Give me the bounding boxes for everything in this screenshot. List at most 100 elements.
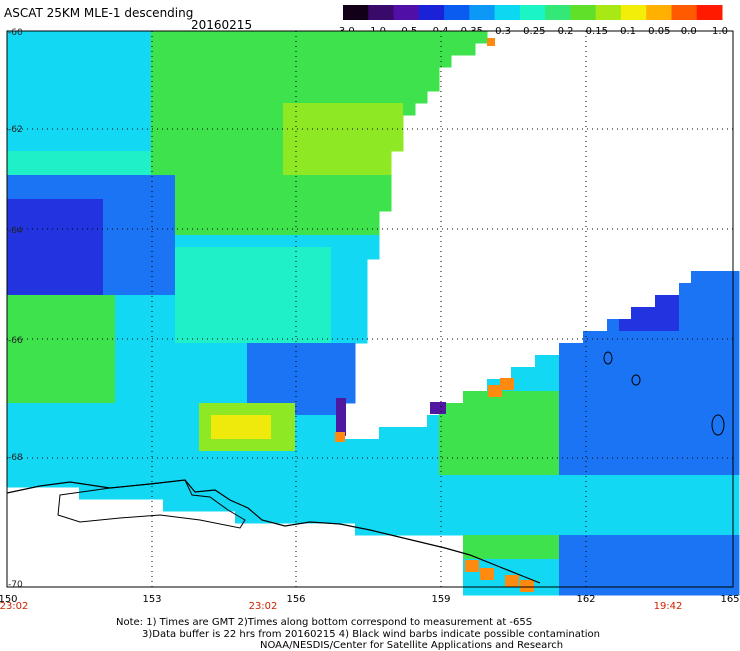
data-cell	[151, 163, 164, 176]
data-cell	[355, 319, 368, 332]
data-cell	[223, 103, 236, 116]
data-cell	[607, 403, 620, 416]
data-cell	[643, 583, 656, 596]
data-cell	[607, 523, 620, 536]
data-cell	[499, 499, 512, 512]
data-cell	[151, 295, 164, 308]
data-cell	[43, 247, 56, 260]
data-cell	[163, 139, 176, 152]
data-cell	[667, 511, 680, 524]
data-cell	[703, 283, 716, 296]
data-cell	[163, 247, 176, 260]
data-cell	[523, 403, 536, 416]
data-cell	[79, 103, 92, 116]
data-cell	[427, 67, 440, 80]
data-cell	[307, 415, 320, 428]
data-cell	[463, 487, 476, 500]
data-cell	[607, 379, 620, 392]
data-cell	[331, 187, 344, 200]
data-cell	[67, 175, 80, 188]
data-cell	[31, 235, 44, 248]
data-cell	[283, 343, 296, 356]
data-cell	[343, 391, 356, 404]
data-cell	[115, 295, 128, 308]
data-cell	[43, 115, 56, 128]
data-cell	[355, 103, 368, 116]
data-cell	[271, 331, 284, 344]
data-cell	[43, 463, 56, 476]
data-cell	[55, 163, 68, 176]
data-cell	[187, 223, 200, 236]
data-cell	[307, 139, 320, 152]
data-cell	[151, 67, 164, 80]
data-cell	[7, 355, 20, 368]
data-cell	[55, 319, 68, 332]
data-cell	[235, 79, 248, 92]
data-cell	[67, 343, 80, 356]
data-cell	[151, 415, 164, 428]
data-cell	[91, 331, 104, 344]
data-cell	[163, 367, 176, 380]
data-cell	[55, 55, 68, 68]
data-cell	[19, 355, 32, 368]
data-cell	[379, 475, 392, 488]
data-cell	[343, 379, 356, 392]
data-cell	[343, 331, 356, 344]
data-cell	[163, 127, 176, 140]
data-cell	[331, 139, 344, 152]
data-cell	[139, 271, 152, 284]
data-cell	[163, 463, 176, 476]
data-cell	[211, 307, 224, 320]
data-cell	[223, 259, 236, 272]
data-cell	[283, 127, 296, 140]
data-cell	[643, 439, 656, 452]
data-cell	[247, 223, 260, 236]
data-cell	[79, 463, 92, 476]
data-cell	[19, 175, 32, 188]
data-cell	[247, 427, 260, 440]
data-cell	[283, 415, 296, 428]
data-cell	[319, 307, 332, 320]
data-cell	[487, 547, 500, 560]
data-cell	[151, 211, 164, 224]
data-cell	[379, 199, 392, 212]
data-cell	[343, 475, 356, 488]
data-cell	[331, 487, 344, 500]
data-cell	[79, 235, 92, 248]
data-cell	[127, 475, 140, 488]
data-cell	[307, 439, 320, 452]
data-cell	[79, 415, 92, 428]
data-cell	[103, 487, 116, 500]
data-cell	[679, 295, 692, 308]
data-cell	[583, 391, 596, 404]
data-cell	[223, 271, 236, 284]
data-cell	[151, 79, 164, 92]
data-cell	[175, 67, 188, 80]
data-cell	[211, 391, 224, 404]
data-cell	[115, 439, 128, 452]
data-cell	[475, 427, 488, 440]
data-cell	[655, 379, 668, 392]
data-cell	[655, 319, 668, 332]
data-cell	[367, 79, 380, 92]
data-cell	[103, 307, 116, 320]
data-cell	[295, 79, 308, 92]
data-cell	[115, 283, 128, 296]
data-cell	[391, 55, 404, 68]
data-cell	[175, 43, 188, 56]
data-cell	[451, 511, 464, 524]
data-cell	[295, 499, 308, 512]
data-cell	[319, 163, 332, 176]
data-cell	[19, 379, 32, 392]
data-cell	[715, 307, 728, 320]
data-cell	[559, 343, 572, 356]
data-cell	[331, 295, 344, 308]
data-cell	[259, 31, 272, 44]
data-cell	[79, 43, 92, 56]
data-cell	[151, 43, 164, 56]
data-cell	[259, 463, 272, 476]
data-cell	[619, 511, 632, 524]
data-cell	[343, 103, 356, 116]
data-cell	[499, 463, 512, 476]
data-cell	[187, 403, 200, 416]
